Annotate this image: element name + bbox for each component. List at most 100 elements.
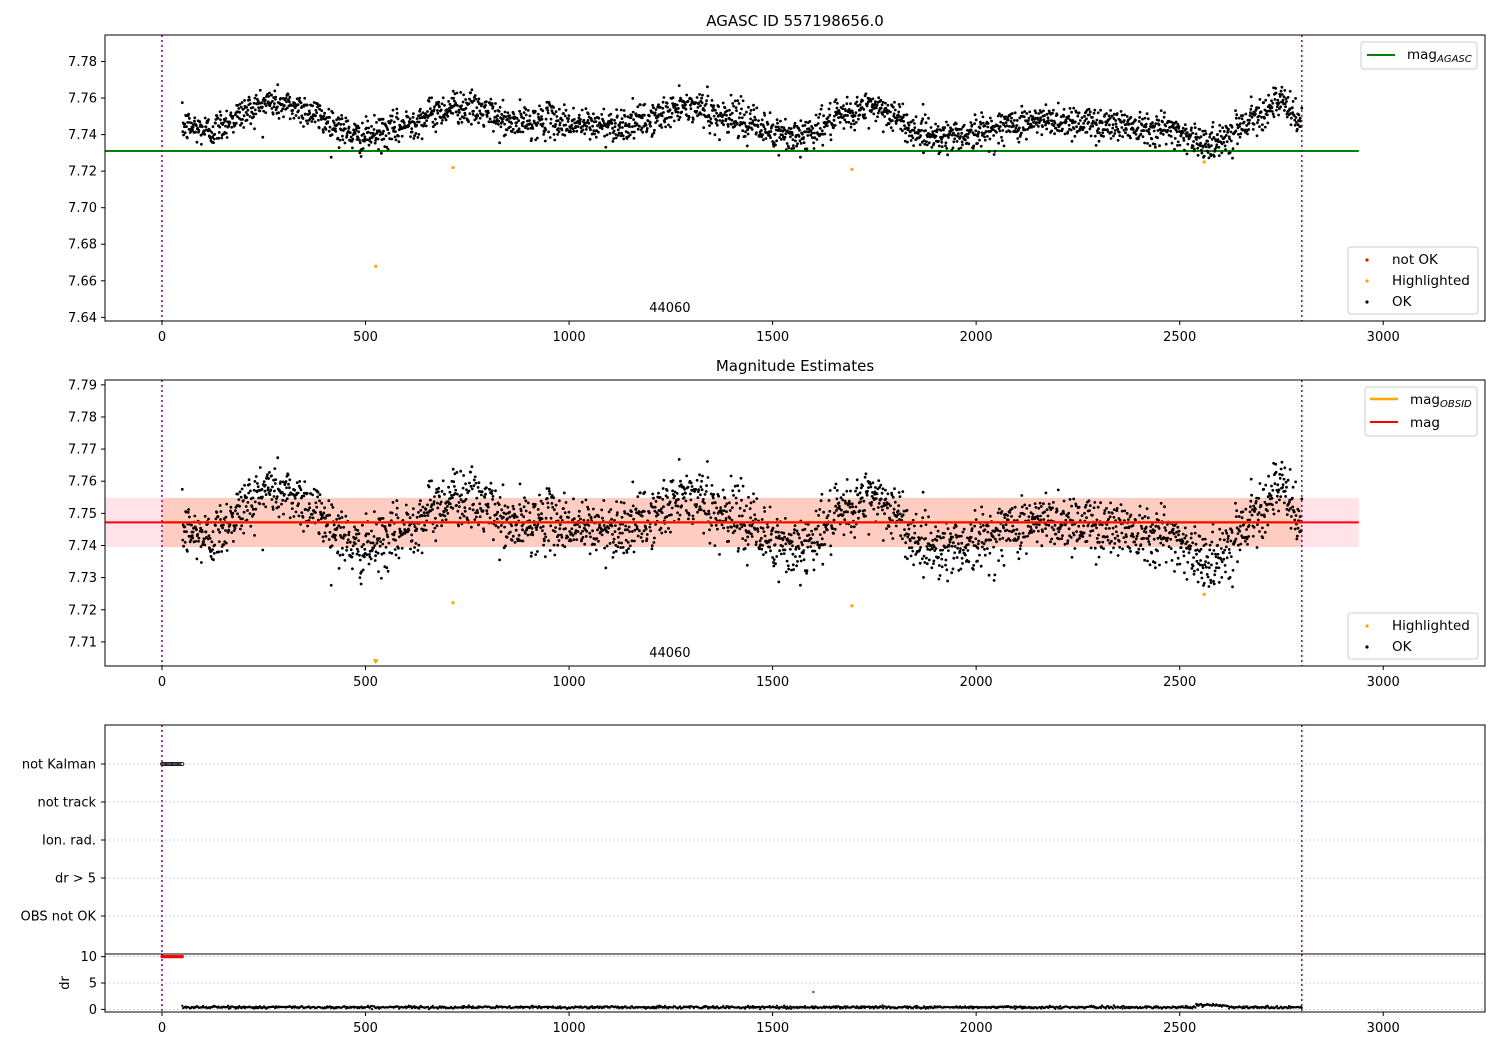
- ok-point: [1157, 123, 1161, 127]
- ok-point: [626, 115, 630, 119]
- ok-point: [526, 127, 530, 131]
- ok-point: [760, 547, 764, 551]
- ok-point: [494, 513, 498, 516]
- ok-point: [393, 135, 397, 139]
- ok-point: [508, 114, 511, 117]
- ok-point: [880, 103, 884, 107]
- ok-point: [1208, 133, 1212, 136]
- ok-point: [976, 134, 980, 138]
- ok-point: [567, 516, 570, 519]
- ok-point: [1055, 113, 1059, 117]
- ok-point: [1257, 106, 1261, 110]
- ok-point: [637, 512, 640, 515]
- ok-point: [691, 118, 695, 121]
- ok-point: [780, 125, 784, 129]
- ok-point: [732, 494, 735, 497]
- ok-point: [553, 125, 557, 129]
- ok-point: [347, 125, 351, 129]
- ok-point: [286, 473, 290, 477]
- ok-point: [280, 490, 284, 494]
- ok-point: [1157, 119, 1161, 122]
- ok-point: [859, 486, 863, 490]
- ok-point: [588, 531, 592, 535]
- ok-point: [782, 137, 786, 141]
- ok-point: [889, 531, 893, 535]
- ok-point: [322, 511, 326, 515]
- ok-point: [584, 127, 588, 131]
- ok-point: [263, 489, 267, 493]
- ok-point: [1201, 129, 1205, 133]
- ok-point: [849, 125, 853, 129]
- ok-point: [909, 554, 913, 558]
- ok-point: [1043, 510, 1047, 514]
- ok-point: [631, 504, 635, 508]
- ok-point: [831, 527, 835, 530]
- ok-point: [621, 531, 624, 535]
- ok-point: [1108, 123, 1111, 127]
- ok-point: [356, 136, 360, 140]
- ok-point: [639, 536, 643, 539]
- ok-point: [366, 539, 370, 543]
- ok-point: [1169, 135, 1173, 138]
- ok-point: [539, 499, 543, 503]
- ok-point: [923, 508, 927, 512]
- ok-point: [444, 518, 448, 522]
- ok-point: [207, 517, 210, 521]
- ok-point: [879, 483, 883, 487]
- ok-point: [954, 533, 958, 537]
- ok-point: [515, 121, 519, 124]
- ok-point: [776, 524, 779, 527]
- ok-point: [254, 112, 258, 116]
- ok-point: [955, 556, 959, 559]
- ok-point: [626, 131, 630, 135]
- ok-point: [434, 491, 438, 494]
- ok-point: [462, 514, 466, 518]
- ok-point: [327, 129, 331, 133]
- ok-point: [723, 504, 727, 508]
- ok-point: [760, 129, 763, 132]
- ok-point: [558, 123, 562, 127]
- ok-point: [1035, 121, 1039, 124]
- ok-point: [833, 527, 837, 531]
- ok-point: [180, 487, 184, 491]
- ok-point: [1208, 135, 1212, 139]
- ok-point: [790, 147, 793, 151]
- ok-point: [218, 110, 222, 114]
- ok-point: [305, 119, 308, 123]
- ok-point: [351, 552, 355, 555]
- ok-point: [395, 499, 399, 502]
- ok-point: [1259, 110, 1263, 114]
- ok-point: [766, 525, 770, 529]
- ok-point: [1123, 113, 1127, 117]
- ok-point: [630, 510, 633, 513]
- ok-point: [563, 545, 567, 549]
- ok-point: [1023, 110, 1027, 113]
- ok-point: [1102, 547, 1105, 550]
- ok-point: [768, 134, 772, 137]
- ok-point: [960, 140, 964, 144]
- ok-point: [559, 116, 563, 120]
- ok-point: [743, 509, 746, 513]
- legend-marker-highlighted: [1365, 279, 1369, 283]
- ok-point: [239, 105, 243, 109]
- ok-point: [284, 96, 288, 100]
- ok-point: [534, 138, 538, 142]
- ok-point: [270, 498, 274, 501]
- ok-point: [1097, 555, 1101, 559]
- ok-point: [777, 534, 781, 538]
- ok-point: [922, 151, 925, 155]
- ok-point: [188, 117, 191, 120]
- ok-point: [583, 542, 587, 546]
- ok-point: [480, 102, 484, 106]
- ok-point: [284, 499, 287, 503]
- ok-point: [341, 138, 345, 142]
- ok-point: [467, 102, 471, 105]
- ok-point: [832, 532, 835, 535]
- ok-point: [925, 556, 928, 560]
- ok-point: [369, 557, 373, 561]
- ok-point: [247, 95, 251, 99]
- ok-point: [1100, 134, 1103, 138]
- ok-point: [461, 100, 465, 104]
- ok-point: [717, 494, 720, 498]
- ok-point: [908, 539, 912, 543]
